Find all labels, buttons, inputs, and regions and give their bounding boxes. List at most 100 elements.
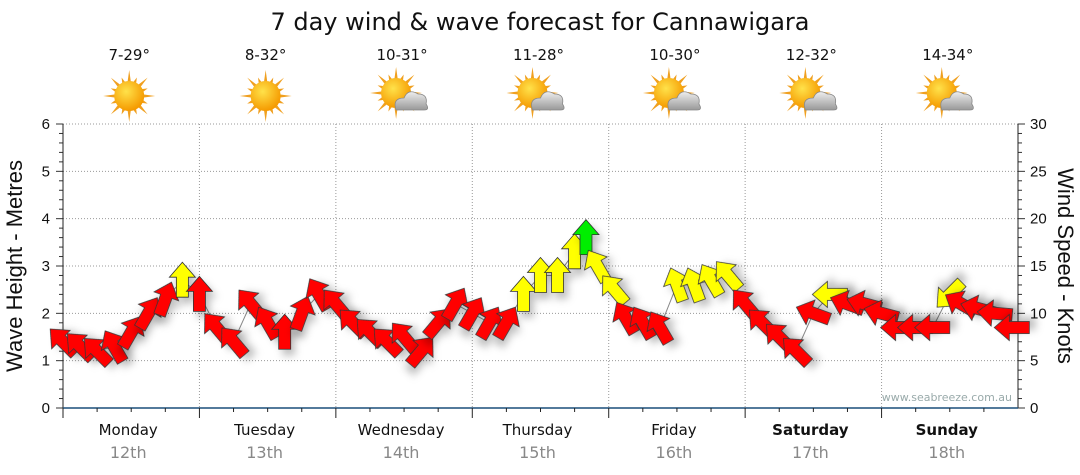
sun-ray <box>377 101 388 112</box>
sun-ray <box>786 101 797 112</box>
chart-title: 7 day wind & wave forecast for Cannawiga… <box>270 8 809 36</box>
sun-ray <box>940 67 944 80</box>
sun-ray <box>103 94 116 98</box>
temperature-label: 10-31° <box>377 46 428 64</box>
sun-ray <box>642 91 656 95</box>
day-label: Friday <box>651 421 697 439</box>
wind-arrow-yellow <box>509 275 538 312</box>
date-label: 17th <box>792 443 829 462</box>
sun-ray <box>143 94 156 98</box>
date-label: 18th <box>928 443 965 462</box>
wind-arrow-red <box>153 281 180 318</box>
temperature-label: 11-28° <box>513 46 564 64</box>
day-label: Tuesday <box>233 421 295 439</box>
day-label: Monday <box>99 421 158 439</box>
sun-ray <box>127 109 131 122</box>
wind-arrow-red <box>405 336 434 369</box>
cloud-shape <box>531 91 565 111</box>
sun-ray <box>923 74 934 85</box>
wind-arrow-yellow <box>168 261 197 298</box>
wind-arrow-yellow <box>543 256 572 293</box>
left-tick-label: 2 <box>42 305 50 322</box>
sun-ray <box>667 67 671 80</box>
watermark: www.seabreeze.com.au <box>882 391 1012 404</box>
right-tick-label: 25 <box>1030 163 1047 180</box>
left-axis-title: Wave Height - Metres <box>2 160 27 372</box>
wind-arrow-yellow <box>602 275 631 308</box>
date-label: 12th <box>110 443 147 462</box>
left-tick-label: 6 <box>42 116 50 133</box>
right-axis-title: Wind Speed - Knots <box>1053 168 1078 364</box>
temperature-label: 8-32° <box>245 46 287 64</box>
wind-arrow-red <box>795 299 832 326</box>
sun-ray <box>404 74 415 85</box>
partly-cloudy-icon <box>642 67 701 119</box>
right-tick-label: 5 <box>1030 353 1038 370</box>
sun-ray <box>247 77 257 88</box>
sun-ray <box>110 77 121 88</box>
sun-ray <box>514 74 524 85</box>
cloud-shape <box>394 91 429 111</box>
wind-arrow-red <box>914 313 951 342</box>
sun-ray <box>274 77 285 88</box>
date-label: 14th <box>383 443 420 462</box>
day-label: Sunday <box>916 421 979 439</box>
wind-arrow-red <box>783 338 814 369</box>
wind-arrow-red <box>134 297 162 332</box>
cloud-shape <box>803 91 838 111</box>
sun-ray <box>137 77 148 88</box>
sun-ray <box>137 104 148 115</box>
temperature-label: 12-32° <box>786 46 837 64</box>
sun-ray <box>263 70 268 83</box>
sun-ray <box>650 101 661 112</box>
sun-icon <box>103 70 156 122</box>
partly-cloudy-icon <box>915 67 974 119</box>
temperature-label: 7-29° <box>108 46 150 64</box>
cloud-shape <box>940 91 974 111</box>
right-tick-label: 0 <box>1030 400 1038 417</box>
day-label: Thursday <box>502 421 573 439</box>
sun-ray <box>779 91 792 95</box>
sun-ray <box>127 70 131 83</box>
wind-arrow-red <box>254 306 282 342</box>
wind-arrow-red <box>185 275 214 312</box>
right-tick-label: 10 <box>1030 305 1047 322</box>
wind-arrow-red <box>289 295 316 332</box>
temperature-label: 10-30° <box>649 46 700 64</box>
left-tick-label: 4 <box>42 211 50 228</box>
partly-cloudy-icon <box>370 67 429 119</box>
sun-ray <box>541 74 551 85</box>
sun-ray <box>950 74 961 85</box>
sun-disc <box>250 81 281 111</box>
sun-ray <box>814 74 824 85</box>
sun-ray <box>239 94 252 98</box>
wind-arrow-red <box>646 311 675 346</box>
sun-ray <box>394 67 398 80</box>
date-label: 16th <box>656 443 693 462</box>
sun-ray <box>677 74 688 85</box>
date-label: 13th <box>246 443 283 462</box>
sun-ray <box>377 74 388 85</box>
right-tick-label: 15 <box>1030 258 1047 275</box>
left-tick-label: 5 <box>42 163 50 180</box>
sun-ray <box>803 67 808 80</box>
day-label: Saturday <box>772 421 849 439</box>
sun-icon <box>239 70 292 122</box>
temperature-label: 14-34° <box>922 46 973 64</box>
sun-ray <box>506 91 519 95</box>
date-label: 15th <box>519 443 556 462</box>
wind-arrow-red <box>993 313 1030 342</box>
sun-ray <box>650 74 661 85</box>
sun-ray <box>514 101 524 112</box>
partly-cloudy-icon <box>506 67 565 119</box>
wind-arrow-red <box>492 306 520 342</box>
sun-ray <box>370 91 383 95</box>
left-tick-label: 1 <box>42 353 50 370</box>
sun-ray <box>274 104 285 115</box>
sun-ray <box>247 104 257 115</box>
wind-arrow-green <box>572 218 600 256</box>
wind-arrow-red <box>221 327 250 360</box>
day-label: Wednesday <box>358 421 445 439</box>
right-tick-label: 20 <box>1030 211 1047 228</box>
